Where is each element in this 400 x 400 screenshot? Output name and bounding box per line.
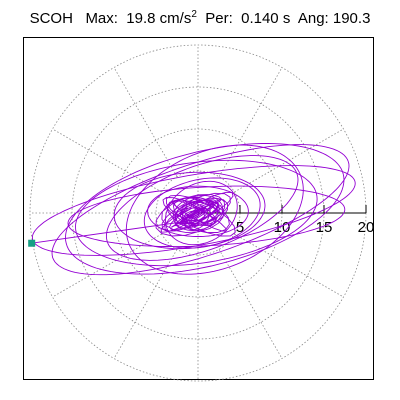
per-value: 0.140 s: [241, 10, 291, 27]
grid-spoke: [234, 128, 344, 193]
trace-orbit: [31, 165, 356, 256]
radial-tick-label: 10: [274, 219, 291, 236]
ang-value: 190.3: [332, 10, 371, 27]
particle-motion-trace: [31, 143, 356, 276]
grid-spoke: [113, 249, 178, 359]
trace-orbit: [67, 185, 346, 248]
trace-orbit: [65, 143, 345, 275]
trace-orbit: [105, 155, 299, 261]
station-code: SCOH: [29, 10, 73, 27]
max-value: 19.8: [126, 10, 156, 27]
trace-orbit: [113, 171, 266, 250]
radial-tick-label: 5: [236, 219, 244, 236]
trace-tail: [31, 219, 199, 244]
radial-tick-label: 15: [316, 219, 333, 236]
grid-spoke: [234, 233, 344, 298]
marker-layer: [28, 239, 36, 247]
grid-spoke: [218, 67, 283, 177]
trace-orbit: [143, 177, 261, 249]
max-unit-exponent: 2: [191, 9, 197, 20]
grid-spoke: [52, 233, 162, 298]
ang-label: Ang:: [297, 10, 329, 27]
grid-spoke: [218, 249, 283, 359]
per-label: Per:: [205, 10, 233, 27]
radial-ticks: 5 10 15 20: [198, 205, 374, 236]
trace-start-marker: [28, 239, 36, 247]
trace-orbit: [165, 180, 238, 246]
grid-spoke: [113, 67, 178, 177]
trace-cluster: [155, 191, 236, 237]
chart-title: SCOH Max: 19.8 cm/s2 Per: 0.140 s Ang: 1…: [0, 9, 400, 36]
max-label: Max:: [85, 10, 118, 27]
trace-orbit: [75, 159, 318, 267]
plot-frame: [23, 37, 374, 380]
trace-orbit: [125, 144, 304, 275]
trace-orbit: [51, 144, 350, 276]
max-unit: cm/s: [159, 10, 192, 27]
radial-tick-label: 20: [358, 219, 375, 236]
